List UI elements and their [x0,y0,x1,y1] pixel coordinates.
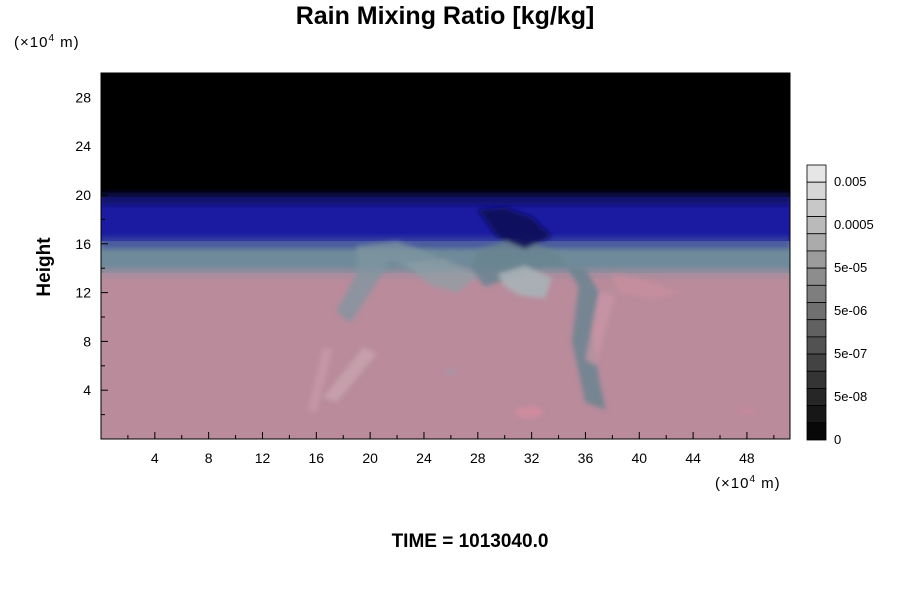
colorbar-label: 5e-05 [834,260,867,275]
colorbar-box [806,388,827,407]
x-tick-label: 8 [205,450,213,466]
colorbar-box [806,422,827,441]
colorbar-labels: 0.005 0.0005 5e-05 5e-06 5e-07 5e-08 0 [834,174,874,447]
colorbar-label: 0 [834,432,841,447]
colorbar-box [806,181,827,200]
y-tick-label: 4 [83,382,91,398]
colorbar-box [806,284,827,303]
x-tick-label: 24 [416,450,432,466]
field-layer [101,73,790,439]
colorbar-label: 0.005 [834,174,867,189]
colorbar-box [806,319,827,338]
colorbar-label: 5e-07 [834,346,867,361]
plot-frame [100,72,791,440]
x-tick-label: 32 [524,450,540,466]
colorbar-box [806,370,827,389]
y-axis: 4 8 12 16 20 24 28 [75,89,108,416]
x-tick-label: 44 [685,450,701,466]
time-label: TIME = 1013040.0 [391,531,549,552]
colorbar-box [806,267,827,286]
x-tick-label: 28 [470,450,486,466]
colorbar-boxes [806,164,827,441]
colorbar-box [806,216,827,235]
y-unit-exponent: 4 [48,33,56,44]
colorbar-box [806,302,827,321]
colorbar-label: 0.0005 [834,217,874,232]
x-unit-prefix: (×10 [715,475,750,492]
colorbar-box [806,164,827,183]
field-layer-3 [101,273,790,439]
y-tick-label: 8 [83,333,91,349]
colorbar-box [806,336,827,355]
plume-features [308,207,757,419]
y-unit-prefix: (×10 [14,34,49,51]
x-axis-unit-label: (×104 m) [715,474,781,492]
field-layer-1 [101,197,790,242]
y-tick-label: 24 [75,138,91,154]
colorbar-box [806,198,827,217]
x-tick-label: 12 [255,450,271,466]
x-tick-label: 4 [151,450,159,466]
field-layer-0 [101,73,790,198]
y-tick-label: 20 [75,187,91,203]
x-tick-label: 16 [309,450,325,466]
colorbar-box [806,405,827,424]
y-tick-label: 28 [75,89,91,105]
y-tick-label: 12 [75,285,91,301]
colorbar-box [806,233,827,252]
colorbar-label: 5e-08 [834,389,867,404]
x-tick-label: 20 [362,450,378,466]
x-unit-suffix: m) [756,475,781,492]
y-tick-label: 16 [75,236,91,252]
y-unit-suffix: m) [55,34,80,51]
x-axis: 4 8 12 16 20 24 28 32 36 40 44 48 [127,432,775,466]
colorbar-box [806,353,827,372]
x-tick-label: 48 [739,450,755,466]
y-axis-unit-label: (×104 m) [14,33,80,51]
x-tick-label: 40 [631,450,647,466]
colorbar-box [806,250,827,269]
x-tick-label: 36 [578,450,594,466]
colorbar-label: 5e-06 [834,303,867,318]
chart-title: Rain Mixing Ratio [kg/kg] [295,2,595,30]
x-unit-exponent: 4 [749,474,757,485]
